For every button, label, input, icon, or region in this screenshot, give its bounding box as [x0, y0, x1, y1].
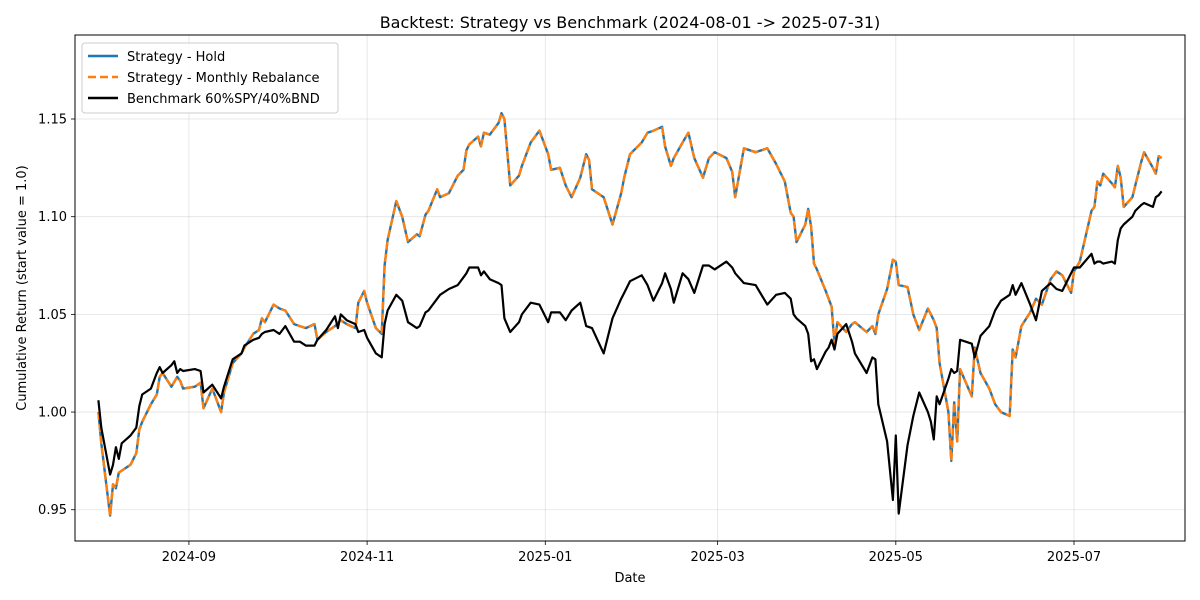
legend-box	[81, 42, 339, 114]
legend: Strategy - Hold Strategy - Monthly Rebal…	[81, 42, 339, 114]
y-tick-label: 1.00	[38, 406, 67, 421]
y-axis-ticks: 0.95 1.00 1.05 1.10 1.15	[38, 113, 75, 518]
x-tick-label: 2024-11	[340, 550, 394, 565]
y-tick-label: 0.95	[38, 503, 67, 518]
y-tick-label: 1.10	[38, 210, 67, 225]
series-line-hold	[97, 111, 1163, 517]
y-tick-label: 1.05	[38, 308, 67, 323]
x-axis-label: Date	[614, 571, 645, 586]
grid-lines	[75, 35, 1185, 541]
x-tick-label: 2025-05	[869, 550, 923, 565]
x-tick-label: 2025-03	[690, 550, 744, 565]
chart-title: Backtest: Strategy vs Benchmark (2024-08…	[380, 13, 881, 32]
legend-label-benchmark: Benchmark 60%SPY/40%BND	[127, 92, 320, 107]
y-axis-label: Cumulative Return (start value = 1.0)	[15, 165, 30, 411]
x-tick-label: 2024-09	[162, 550, 216, 565]
y-tick-label: 1.15	[38, 113, 67, 128]
x-tick-label: 2025-07	[1047, 550, 1101, 565]
plot-frame	[74, 34, 1186, 542]
x-axis-ticks: 2024-09 2024-11 2025-01 2025-03 2025-05 2025-…	[162, 541, 1101, 565]
x-tick-label: 2025-01	[518, 550, 572, 565]
legend-label-hold: Strategy - Hold	[127, 50, 225, 65]
series-layer	[97, 111, 1163, 517]
series-line-benchmark	[97, 190, 1163, 515]
legend-label-rebalance: Strategy - Monthly Rebalance	[127, 71, 319, 86]
